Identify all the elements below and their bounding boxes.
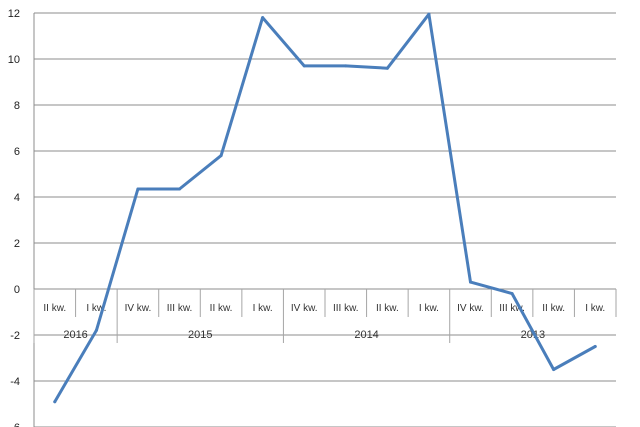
quarter-label: II kw. [376, 303, 399, 314]
quarter-label: III kw. [499, 303, 525, 314]
year-label: 2015 [188, 329, 212, 341]
y-tick-label: 6 [14, 146, 20, 158]
quarter-label: I kw. [419, 303, 439, 314]
data-point [261, 16, 265, 20]
data-point [344, 64, 348, 68]
quarter-label: II kw. [43, 303, 66, 314]
data-point [593, 345, 597, 348]
x-axis-category-labels: II kw. I kw. IV kw. III kw. II kw. I kw. IV kw… [33, 289, 617, 343]
series-line [53, 12, 597, 404]
quarter-label: I kw. [585, 303, 605, 314]
y-axis-tick-labels: 12 10 8 6 4 2 0 -2 -4 -6 [8, 8, 20, 427]
data-series [53, 12, 597, 404]
data-point [385, 66, 389, 70]
y-tick-label: 8 [14, 100, 20, 112]
y-tick-label: 10 [8, 54, 20, 66]
year-label: 2016 [63, 329, 87, 341]
quarter-label: III kw. [333, 303, 359, 314]
data-point [94, 328, 98, 332]
quarter-label: I kw. [86, 303, 106, 314]
y-tick-label: -4 [10, 376, 20, 388]
data-point [469, 280, 472, 284]
data-point [53, 400, 57, 404]
quarter-label: I kw. [253, 303, 273, 314]
data-point [136, 187, 140, 191]
data-point [178, 187, 181, 191]
data-point [219, 154, 223, 158]
data-point [552, 368, 556, 371]
y-tick-label: 2 [14, 238, 20, 250]
y-tick-label: 12 [8, 8, 20, 20]
data-point [510, 292, 514, 296]
quarter-label: IV kw. [457, 303, 484, 314]
quarter-label: IV kw. [291, 303, 318, 314]
y-tick-label: -2 [10, 330, 20, 342]
quarter-label: II kw. [210, 303, 233, 314]
y-tick-label: -6 [10, 422, 20, 427]
quarter-label: II kw. [542, 303, 565, 314]
data-point [427, 12, 431, 16]
data-point [302, 64, 306, 68]
gridlines [33, 12, 616, 427]
quarter-label: IV kw. [125, 303, 152, 314]
y-tick-label: 0 [14, 284, 20, 296]
year-label: 2014 [354, 329, 378, 341]
y-tick-label: 4 [14, 192, 20, 204]
year-label: 2013 [521, 329, 545, 341]
quarter-label: III kw. [167, 303, 193, 314]
